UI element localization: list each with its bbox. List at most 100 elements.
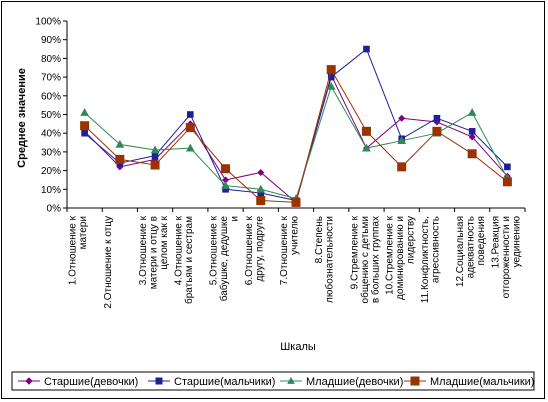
data-point — [150, 160, 160, 170]
legend-box — [11, 371, 535, 391]
data-point — [327, 73, 335, 81]
x-tick-label-line: отгороженности и — [501, 216, 512, 298]
data-point — [432, 126, 442, 136]
data-point — [468, 128, 476, 135]
x-tick-label-line: 13.Реакция — [490, 216, 501, 268]
y-axis-title: Среднее значение — [16, 68, 28, 168]
legend-item: Младшие(мальчики) — [404, 376, 534, 388]
x-tick-label-line: любознательности — [324, 216, 336, 303]
x-tick-label: 11.Конфликтность, агрессивность — [419, 216, 442, 303]
x-tick-label-line: 4.Отношение к — [173, 215, 184, 285]
data-point — [185, 123, 195, 133]
x-tick-label-line: учителю — [290, 216, 301, 255]
y-tick-label: 80% — [41, 54, 61, 65]
legend-label: Младшие(девочки) — [306, 376, 403, 388]
x-tick-label-line: 2.Отношение к отцу — [103, 216, 114, 309]
data-point — [221, 164, 231, 174]
x-tick-label-line: уединению — [511, 216, 522, 268]
y-axis: 0% 10% 20% 30% 40% 50% 60% 70% 80% 90% 100% — [35, 17, 68, 215]
x-tick-label-line: другу, подруге — [254, 216, 265, 282]
data-point — [80, 121, 90, 131]
x-tick-label-line: 10.Стремление к — [385, 215, 396, 295]
data-point — [397, 136, 407, 144]
series-line — [84, 73, 508, 204]
x-tick-label: 8.Степень любознательности — [314, 216, 336, 303]
data-point — [257, 168, 265, 176]
data-point — [398, 114, 406, 122]
x-tick-label-line: адекватность — [466, 216, 477, 278]
y-tick-label: 90% — [41, 35, 61, 46]
series-line — [84, 68, 508, 203]
legend-label: Младшие(мальчики) — [430, 376, 534, 388]
x-tick-label-line: 5.Отношение к — [209, 215, 220, 285]
x-tick-label-line: доминированию и — [395, 216, 406, 300]
data-point — [361, 126, 371, 136]
series — [80, 81, 512, 202]
legend-item: Старшие(мальчики) — [148, 376, 275, 388]
y-tick-label: 50% — [41, 110, 61, 121]
x-tick-label-line: и — [230, 216, 241, 222]
x-tick-label-line: 11.Конфликтность, — [419, 216, 431, 303]
y-tick-label: 40% — [41, 129, 61, 140]
data-point — [397, 162, 407, 172]
data-point — [81, 129, 88, 137]
x-tick-label-line: 3.Отношение к — [138, 215, 149, 285]
data-point — [115, 154, 125, 164]
legend-item: Младшие(девочки) — [280, 376, 403, 388]
x-tick-label: 6.Отношение к другу, подруге — [244, 215, 266, 285]
x-tick-label-line: 6.Отношение к — [244, 215, 255, 285]
y-tick-label: 10% — [41, 185, 61, 196]
x-tick-label: 10.Стремление к доминированию и лидерству — [385, 215, 417, 299]
x-tick-label-line: 9.Стремление к — [349, 215, 360, 289]
x-tick-label: 4.Отношение к братьям и сестрам — [173, 215, 195, 304]
data-point — [433, 114, 441, 122]
x-axis: 1.Отношение к матери 2.Отношение к отцу 3.О… — [66, 207, 526, 309]
data-point — [150, 145, 160, 154]
data-point — [291, 197, 301, 207]
x-tick-label: 2.Отношение к отцу — [103, 216, 114, 309]
x-tick-label-line: поведения — [476, 216, 487, 265]
y-tick-label: 70% — [41, 73, 61, 84]
data-point — [363, 45, 370, 53]
x-tick-label: 9.Стремление к общению с детьми в больших … — [349, 215, 381, 303]
x-tick-label-line: лидерству — [406, 216, 417, 264]
x-tick-label: 5.Отношение к бабушке, дедушке и — [209, 215, 241, 301]
data-point — [362, 143, 371, 152]
legend-label: Старшие(девочки) — [44, 376, 138, 388]
data-point — [151, 152, 159, 159]
data-point — [410, 376, 420, 386]
data-point — [187, 111, 194, 118]
data-point — [80, 108, 89, 116]
x-tick-label-line: матери — [78, 216, 89, 249]
x-tick-label-line: общению с детьми — [359, 216, 371, 303]
x-tick-label: 3.Отношение к матери и отцу в целом как к — [138, 215, 170, 289]
x-tick-label-line: агрессивность — [430, 216, 441, 283]
x-tick-label-line: бабушке, дедушке — [218, 216, 230, 302]
x-tick-label-line: в больших группах — [369, 216, 381, 303]
data-point — [504, 163, 511, 171]
data-point — [155, 377, 163, 385]
legend-item: Старшие(девочки) — [18, 376, 138, 388]
data-point — [256, 184, 266, 193]
x-tick-label-line: 1.Отношение к — [68, 215, 79, 285]
y-tick-label: 30% — [41, 147, 61, 158]
series-line — [84, 85, 508, 200]
data-point — [502, 177, 512, 187]
data-point — [115, 139, 125, 148]
series — [81, 45, 511, 204]
legend-label: Старшие(мальчики) — [174, 376, 275, 388]
data-point — [221, 181, 230, 189]
series — [81, 71, 511, 206]
y-tick-label: 60% — [41, 91, 61, 102]
x-tick-label: 13.Реакция отгороженности и уединению — [490, 216, 522, 299]
data-point — [185, 143, 195, 152]
x-tick-label-line: 12.Социальная — [455, 216, 466, 287]
series-layer — [80, 45, 512, 207]
x-tick-label-line: 8.Степень — [314, 216, 325, 263]
x-tick-label-line: матери и отцу в — [149, 216, 160, 289]
legend: Старшие(девочки) Старшие(мальчики) Младшие… — [11, 371, 535, 391]
x-tick-label: 7.Отношение к учителю — [279, 215, 301, 285]
x-tick-label: 1.Отношение к матери — [68, 215, 90, 285]
